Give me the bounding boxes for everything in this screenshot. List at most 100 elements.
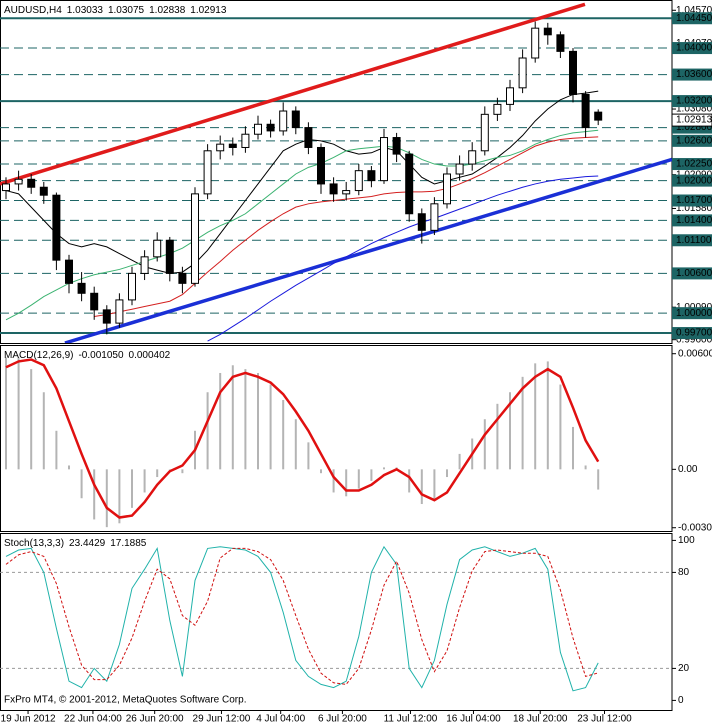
candle-body bbox=[203, 150, 212, 195]
panel-frame bbox=[0, 345, 673, 532]
candle-body bbox=[90, 292, 99, 311]
macd-bar bbox=[420, 469, 423, 505]
x-tick-label: 19 Jun 2012 bbox=[1, 714, 56, 725]
y-tick-label: 0.00 bbox=[678, 464, 698, 475]
panel-frame bbox=[0, 533, 673, 711]
indicator-header: MACD(12,26,9) -0.001050 0.000402 bbox=[4, 350, 171, 361]
candle-body bbox=[443, 173, 452, 205]
level-label-box bbox=[672, 194, 712, 207]
indicator-name: MACD(12,26,9) bbox=[4, 350, 73, 361]
macd-bar bbox=[408, 469, 411, 493]
macd-bar bbox=[80, 469, 83, 499]
candle-body bbox=[115, 299, 124, 324]
x-tick-label: 11 Jul 12:00 bbox=[384, 714, 438, 725]
copyright: FxPro MT4, © 2001-2012, MetaQuotes Softw… bbox=[4, 695, 246, 706]
x-tick-label: 26 Jun 20:00 bbox=[126, 714, 184, 725]
macd-bar bbox=[231, 365, 234, 470]
level-label: 1.01100 bbox=[676, 235, 712, 246]
indicator-header: AUDUSD,H4 1.03033 1.03075 1.02838 1.02913 bbox=[4, 5, 227, 16]
macd-bar bbox=[143, 469, 146, 493]
macd-bar bbox=[30, 369, 33, 470]
macd-bar bbox=[345, 469, 348, 497]
level-label-box bbox=[672, 214, 712, 227]
x-tick-label: 29 Jun 12:00 bbox=[193, 714, 251, 725]
candle-body bbox=[316, 146, 325, 185]
level-label: 1.00600 bbox=[676, 268, 712, 279]
candle-body bbox=[417, 213, 426, 231]
moving-average bbox=[5, 90, 599, 274]
macd-bar bbox=[219, 372, 222, 470]
candle-body bbox=[342, 190, 351, 195]
panel-plot bbox=[0, 545, 672, 692]
candle-body bbox=[190, 193, 199, 284]
level-label: 1.00000 bbox=[676, 308, 712, 319]
level-label-box bbox=[672, 307, 712, 320]
y-tick-label: 80 bbox=[678, 567, 690, 578]
level-label-box bbox=[672, 327, 712, 340]
level-label-box bbox=[672, 267, 712, 280]
macd-bar bbox=[597, 469, 600, 490]
macd-bar bbox=[521, 376, 524, 470]
candle-body bbox=[569, 50, 578, 95]
level-label: 1.02250 bbox=[676, 159, 712, 170]
y-tick-label: 20 bbox=[678, 663, 690, 674]
candle-body bbox=[52, 194, 61, 261]
level-label: 1.04000 bbox=[676, 43, 712, 54]
candle-body bbox=[291, 110, 300, 129]
x-tick-label: 18 Jul 20:00 bbox=[513, 714, 568, 725]
macd-bar bbox=[256, 372, 259, 470]
macd-bar bbox=[496, 403, 499, 470]
candle-body bbox=[405, 153, 414, 215]
macd-bar bbox=[357, 469, 360, 489]
level-label: 1.01400 bbox=[676, 215, 712, 226]
macd-bar bbox=[572, 426, 575, 470]
level-label: 1.03600 bbox=[676, 69, 712, 80]
last-price-label: 1.02913 bbox=[676, 115, 712, 126]
candle-body bbox=[581, 93, 590, 129]
y-tick-label: 0 bbox=[678, 695, 684, 706]
indicator-name: AUDUSD,H4 bbox=[4, 5, 62, 16]
candle-body bbox=[367, 170, 376, 182]
candle-body bbox=[468, 150, 477, 165]
candle-body bbox=[518, 57, 527, 89]
macd-bar bbox=[130, 469, 133, 508]
indicator-name: Stoch(13,3,3) bbox=[4, 538, 64, 549]
macd-bar bbox=[584, 465, 587, 470]
trend-line bbox=[64, 157, 672, 343]
panel-plot bbox=[4, 357, 600, 528]
readout: 1.03033 bbox=[67, 5, 104, 16]
macd-bar bbox=[307, 442, 310, 470]
macd-bar bbox=[168, 469, 171, 470]
candle-body bbox=[77, 282, 86, 294]
candle-body bbox=[543, 27, 552, 36]
macd-bar bbox=[383, 467, 385, 470]
candle-body bbox=[556, 34, 565, 52]
candle-body bbox=[594, 111, 603, 121]
candle-body bbox=[127, 272, 136, 301]
candle-body bbox=[329, 183, 338, 195]
candle-body bbox=[153, 239, 162, 258]
candle-body bbox=[480, 113, 489, 152]
level-label-box bbox=[672, 42, 712, 55]
macd-bar bbox=[42, 392, 45, 470]
macd-signal bbox=[5, 358, 600, 519]
macd-bar bbox=[156, 469, 159, 478]
level-label-box bbox=[672, 12, 712, 25]
macd-bar bbox=[319, 469, 322, 474]
x-tick-label: 16 Jul 04:00 bbox=[446, 714, 501, 725]
candle-body bbox=[140, 256, 149, 274]
moving-average bbox=[5, 129, 599, 321]
macd-bar bbox=[244, 369, 247, 470]
x-tick-label: 4 Jul 04:00 bbox=[256, 714, 305, 725]
y-tick-label: 0.99600 bbox=[676, 334, 712, 345]
readout: 0.000402 bbox=[129, 350, 171, 361]
stochastic-line bbox=[5, 547, 599, 685]
candle-body bbox=[241, 133, 250, 148]
level-label: 1.03200 bbox=[676, 96, 712, 107]
candle-body bbox=[531, 27, 540, 59]
macd-bar bbox=[483, 419, 486, 470]
level-label: 1.02600 bbox=[676, 135, 712, 146]
x-tick-label: 6 Jul 20:00 bbox=[318, 714, 367, 725]
candle-body bbox=[493, 103, 502, 115]
y-tick-label: 100 bbox=[678, 535, 695, 546]
